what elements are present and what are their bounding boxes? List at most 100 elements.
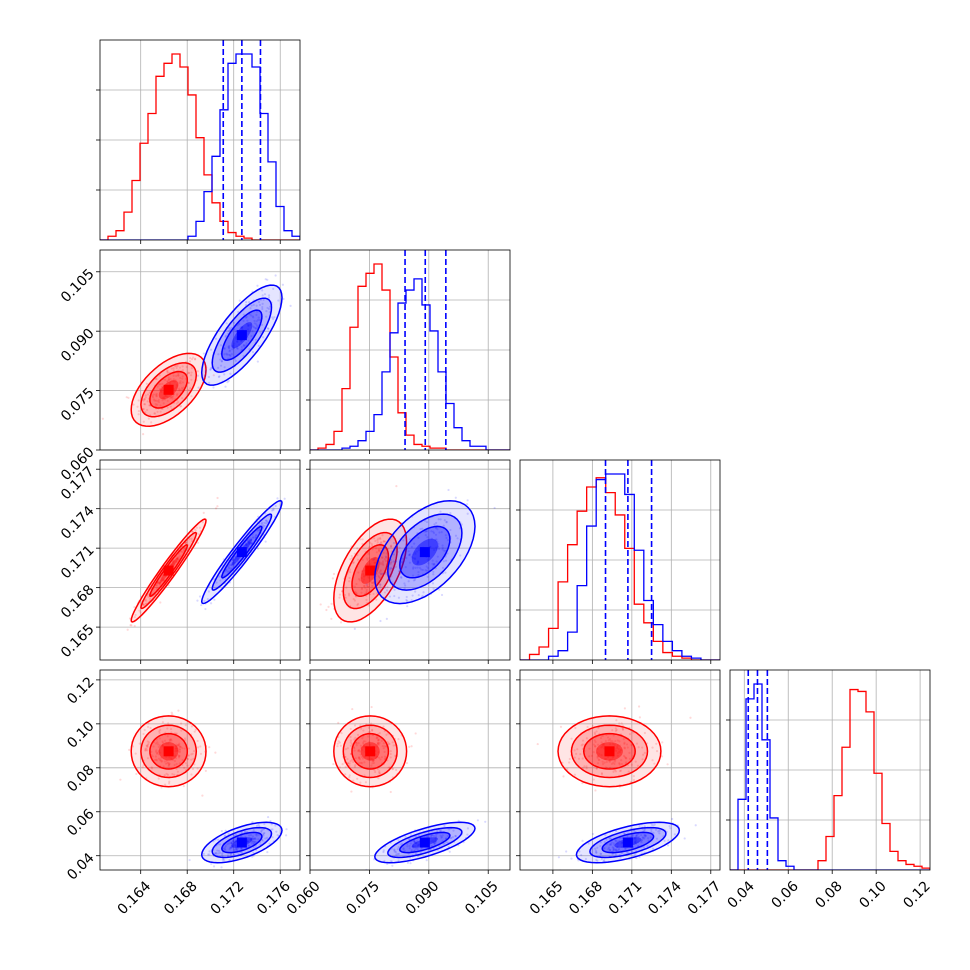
scatter-point-red bbox=[178, 762, 181, 765]
scatter-point-red bbox=[330, 617, 333, 620]
scatter-point-blue bbox=[431, 559, 434, 562]
scatter-point-blue bbox=[413, 557, 416, 560]
scatter-point-blue bbox=[404, 549, 407, 552]
scatter-point-blue bbox=[658, 829, 661, 832]
scatter-point-red bbox=[387, 742, 390, 745]
scatter-point-red bbox=[374, 561, 377, 564]
scatter-point-red bbox=[189, 387, 192, 390]
scatter-point-blue bbox=[418, 566, 422, 570]
scatter-point-blue bbox=[242, 344, 245, 347]
scatter-point-red bbox=[186, 764, 189, 767]
scatter-point-red bbox=[618, 744, 622, 747]
scatter-point-blue bbox=[408, 561, 412, 564]
histogram-blue bbox=[520, 473, 720, 660]
scatter-point-blue bbox=[402, 848, 405, 851]
scatter-point-blue bbox=[263, 524, 266, 528]
scatter-point-blue bbox=[444, 559, 448, 562]
scatter-point-red bbox=[364, 740, 367, 743]
scatter-point-blue bbox=[587, 842, 590, 845]
scatter-point-blue bbox=[269, 820, 272, 823]
scatter-point-blue bbox=[232, 563, 236, 566]
scatter-point-red bbox=[139, 611, 142, 614]
panel-frame bbox=[309, 459, 511, 661]
scatter-point-blue bbox=[226, 570, 229, 573]
scatter-point-red bbox=[585, 737, 588, 740]
scatter-point-blue bbox=[413, 578, 417, 581]
scatter-point-blue bbox=[608, 848, 612, 852]
scatter-point-red bbox=[638, 716, 642, 719]
scatter-point-blue bbox=[236, 340, 239, 343]
scatter-point-blue bbox=[379, 542, 382, 545]
scatter-point-red bbox=[142, 603, 145, 606]
scatter-point-blue bbox=[439, 829, 443, 832]
scatter-point-blue bbox=[225, 352, 228, 355]
scatter-point-blue bbox=[224, 569, 228, 572]
scatter-point-red bbox=[367, 758, 371, 761]
scatter-point-blue bbox=[231, 845, 234, 848]
scatter-point-blue bbox=[634, 839, 637, 842]
scatter-point-red bbox=[162, 397, 165, 401]
scatter-point-red bbox=[389, 790, 392, 794]
scatter-point-blue bbox=[266, 851, 269, 854]
scatter-point-red bbox=[362, 574, 365, 577]
scatter-point-red bbox=[379, 536, 382, 540]
scatter-point-red bbox=[181, 747, 184, 750]
scatter-point-red bbox=[189, 356, 192, 360]
scatter-point-blue bbox=[611, 846, 614, 849]
scatter-point-red bbox=[378, 756, 381, 759]
scatter-point-blue bbox=[421, 594, 424, 598]
scatter-point-blue bbox=[646, 845, 649, 848]
scatter-point-red bbox=[596, 751, 599, 754]
scatter-point-red bbox=[174, 750, 177, 753]
scatter-point-blue bbox=[638, 824, 641, 828]
scatter-point-blue bbox=[230, 841, 233, 844]
scatter-point-blue bbox=[613, 843, 616, 846]
scatter-point-blue bbox=[247, 324, 250, 327]
scatter-point-red bbox=[382, 742, 385, 745]
scatter-point-red bbox=[202, 511, 205, 515]
scatter-point-blue bbox=[433, 523, 436, 526]
scatter-point-red bbox=[167, 376, 170, 379]
scatter-point-blue bbox=[406, 845, 409, 848]
scatter-point-red bbox=[170, 367, 173, 370]
scatter-point-blue bbox=[653, 823, 656, 826]
scatter-point-blue bbox=[254, 327, 258, 330]
scatter-point-blue bbox=[228, 344, 231, 348]
scatter-point-blue bbox=[232, 838, 235, 841]
scatter-point-blue bbox=[240, 847, 243, 851]
scatter-point-blue bbox=[203, 362, 206, 365]
scatter-point-red bbox=[171, 713, 174, 716]
scatter-point-blue bbox=[417, 594, 420, 597]
scatter-point-red bbox=[373, 557, 376, 561]
scatter-point-blue bbox=[249, 537, 253, 540]
scatter-point-red bbox=[357, 571, 360, 574]
scatter-point-blue bbox=[213, 852, 217, 855]
scatter-point-red bbox=[161, 740, 164, 743]
scatter-point-blue bbox=[425, 530, 428, 533]
scatter-point-red bbox=[181, 388, 184, 391]
scatter-point-red bbox=[623, 741, 626, 744]
scatter-point-red bbox=[602, 743, 605, 746]
scatter-point-blue bbox=[442, 524, 445, 527]
density-peak-blue bbox=[419, 547, 430, 558]
scatter-point-red bbox=[340, 731, 343, 735]
scatter-point-red bbox=[170, 739, 173, 742]
scatter-point-red bbox=[185, 365, 188, 369]
scatter-point-blue bbox=[219, 344, 223, 347]
scatter-point-blue bbox=[432, 530, 435, 533]
scatter-point-red bbox=[349, 739, 353, 742]
scatter-point-blue bbox=[432, 841, 435, 844]
scatter-point-blue bbox=[595, 851, 598, 854]
scatter-point-red bbox=[370, 722, 373, 725]
scatter-point-blue bbox=[435, 527, 438, 530]
scatter-point-blue bbox=[247, 324, 250, 327]
scatter-point-red bbox=[594, 744, 597, 748]
scatter-point-blue bbox=[256, 360, 259, 363]
scatter-point-blue bbox=[404, 835, 407, 838]
scatter-point-red bbox=[168, 762, 171, 765]
scatter-point-red bbox=[175, 394, 178, 397]
scatter-point-blue bbox=[417, 570, 420, 574]
density-peak-blue bbox=[622, 837, 633, 848]
scatter-point-red bbox=[147, 742, 150, 746]
scatter-point-blue bbox=[643, 829, 646, 832]
